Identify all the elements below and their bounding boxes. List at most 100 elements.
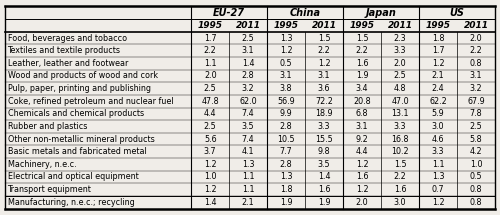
Text: Japan: Japan bbox=[366, 8, 396, 18]
Text: 3.7: 3.7 bbox=[204, 147, 216, 156]
Text: 1.2: 1.2 bbox=[432, 59, 444, 68]
Text: 1.2: 1.2 bbox=[432, 198, 444, 207]
Text: Wood and products of wood and cork: Wood and products of wood and cork bbox=[8, 71, 158, 80]
Text: 18.9: 18.9 bbox=[316, 109, 333, 118]
Text: Basic metals and fabricated metal: Basic metals and fabricated metal bbox=[8, 147, 146, 156]
Text: 3.8: 3.8 bbox=[280, 84, 292, 93]
Text: EU-27: EU-27 bbox=[213, 8, 245, 18]
Text: Leather, leather and footwear: Leather, leather and footwear bbox=[8, 59, 128, 68]
Text: 7.7: 7.7 bbox=[280, 147, 292, 156]
Text: 0.8: 0.8 bbox=[470, 185, 482, 194]
Text: 1.2: 1.2 bbox=[280, 46, 292, 55]
Text: Electrical and optical equipment: Electrical and optical equipment bbox=[8, 172, 138, 181]
Text: China: China bbox=[290, 8, 320, 18]
Text: 1995: 1995 bbox=[274, 21, 298, 30]
Text: Other non-metallic mineral products: Other non-metallic mineral products bbox=[8, 135, 154, 144]
Text: 9.8: 9.8 bbox=[318, 147, 330, 156]
Text: 1.2: 1.2 bbox=[356, 160, 368, 169]
Text: 7.8: 7.8 bbox=[470, 109, 482, 118]
Text: 1.0: 1.0 bbox=[204, 172, 216, 181]
Text: 20.8: 20.8 bbox=[354, 97, 371, 106]
Text: 2.2: 2.2 bbox=[356, 46, 368, 55]
Text: 1.7: 1.7 bbox=[204, 34, 216, 43]
Text: 2.5: 2.5 bbox=[470, 122, 482, 131]
Text: 2011: 2011 bbox=[388, 21, 412, 30]
Text: Rubber and plastics: Rubber and plastics bbox=[8, 122, 87, 131]
Text: 1.0: 1.0 bbox=[470, 160, 482, 169]
Text: 1.4: 1.4 bbox=[242, 59, 254, 68]
Text: 3.1: 3.1 bbox=[470, 71, 482, 80]
Text: 72.2: 72.2 bbox=[315, 97, 333, 106]
Text: 3.0: 3.0 bbox=[432, 122, 444, 131]
Text: 10.2: 10.2 bbox=[392, 147, 409, 156]
Text: 3.1: 3.1 bbox=[356, 122, 368, 131]
Text: 5.8: 5.8 bbox=[470, 135, 482, 144]
Text: 3.1: 3.1 bbox=[318, 71, 330, 80]
Text: 15.5: 15.5 bbox=[315, 135, 333, 144]
Text: 1.9: 1.9 bbox=[280, 198, 292, 207]
Text: 3.2: 3.2 bbox=[470, 84, 482, 93]
Text: 2.2: 2.2 bbox=[204, 46, 216, 55]
Text: 47.8: 47.8 bbox=[202, 97, 219, 106]
Text: 1.2: 1.2 bbox=[204, 160, 216, 169]
Text: 5.6: 5.6 bbox=[204, 135, 216, 144]
Text: 3.3: 3.3 bbox=[318, 122, 330, 131]
Text: 4.6: 4.6 bbox=[432, 135, 444, 144]
Text: 1.3: 1.3 bbox=[280, 172, 292, 181]
Text: 0.8: 0.8 bbox=[470, 59, 482, 68]
Text: 2.4: 2.4 bbox=[432, 84, 444, 93]
Text: Textiles and textile products: Textiles and textile products bbox=[8, 46, 120, 55]
Text: 1.1: 1.1 bbox=[204, 59, 216, 68]
Text: 2.8: 2.8 bbox=[242, 71, 254, 80]
Text: 4.2: 4.2 bbox=[470, 147, 482, 156]
Text: 2011: 2011 bbox=[236, 21, 260, 30]
Text: 1.1: 1.1 bbox=[432, 160, 444, 169]
Text: 1.6: 1.6 bbox=[356, 59, 368, 68]
Text: 1.2: 1.2 bbox=[356, 185, 368, 194]
Text: 2011: 2011 bbox=[464, 21, 488, 30]
Text: 1.3: 1.3 bbox=[280, 34, 292, 43]
Text: Transport equipment: Transport equipment bbox=[8, 185, 91, 194]
Text: 2.2: 2.2 bbox=[394, 172, 406, 181]
Text: 1.5: 1.5 bbox=[356, 34, 368, 43]
Text: Coke, refined petroleum and nuclear fuel: Coke, refined petroleum and nuclear fuel bbox=[8, 97, 173, 106]
Text: 3.6: 3.6 bbox=[318, 84, 330, 93]
Text: 47.0: 47.0 bbox=[392, 97, 409, 106]
Text: 1.9: 1.9 bbox=[356, 71, 368, 80]
Text: 2011: 2011 bbox=[312, 21, 336, 30]
Text: 0.7: 0.7 bbox=[432, 185, 444, 194]
Text: Pulp, paper, printing and publishing: Pulp, paper, printing and publishing bbox=[8, 84, 150, 93]
Text: 2.2: 2.2 bbox=[318, 46, 330, 55]
Text: Food, beverages and tobacco: Food, beverages and tobacco bbox=[8, 34, 126, 43]
Text: 2.1: 2.1 bbox=[432, 71, 444, 80]
Text: 1.6: 1.6 bbox=[394, 185, 406, 194]
Text: 4.4: 4.4 bbox=[204, 109, 216, 118]
Text: 1.5: 1.5 bbox=[394, 160, 406, 169]
Text: 1.4: 1.4 bbox=[204, 198, 216, 207]
Text: 2.2: 2.2 bbox=[470, 46, 482, 55]
Text: 2.5: 2.5 bbox=[204, 122, 216, 131]
Text: 3.5: 3.5 bbox=[318, 160, 330, 169]
Text: 1.2: 1.2 bbox=[204, 185, 216, 194]
Text: 0.5: 0.5 bbox=[470, 172, 482, 181]
Text: 9.2: 9.2 bbox=[356, 135, 368, 144]
Text: 0.5: 0.5 bbox=[280, 59, 292, 68]
Text: Machinery, n.e.c.: Machinery, n.e.c. bbox=[8, 160, 76, 169]
Text: Manufacturing, n.e.c.; recycling: Manufacturing, n.e.c.; recycling bbox=[8, 198, 134, 207]
Text: 7.4: 7.4 bbox=[242, 109, 254, 118]
Text: 1995: 1995 bbox=[350, 21, 374, 30]
Text: 16.8: 16.8 bbox=[392, 135, 409, 144]
Text: 13.1: 13.1 bbox=[392, 109, 409, 118]
Text: 3.1: 3.1 bbox=[242, 46, 254, 55]
Text: 6.8: 6.8 bbox=[356, 109, 368, 118]
Text: 1.5: 1.5 bbox=[318, 34, 330, 43]
Text: 2.0: 2.0 bbox=[204, 71, 216, 80]
Text: 7.4: 7.4 bbox=[242, 135, 254, 144]
Text: 2.8: 2.8 bbox=[280, 122, 292, 131]
Text: 62.2: 62.2 bbox=[429, 97, 447, 106]
Text: 10.5: 10.5 bbox=[278, 135, 295, 144]
Text: 1.3: 1.3 bbox=[432, 172, 444, 181]
Text: 2.5: 2.5 bbox=[394, 71, 406, 80]
Text: 1.3: 1.3 bbox=[242, 160, 254, 169]
Text: 5.9: 5.9 bbox=[432, 109, 444, 118]
